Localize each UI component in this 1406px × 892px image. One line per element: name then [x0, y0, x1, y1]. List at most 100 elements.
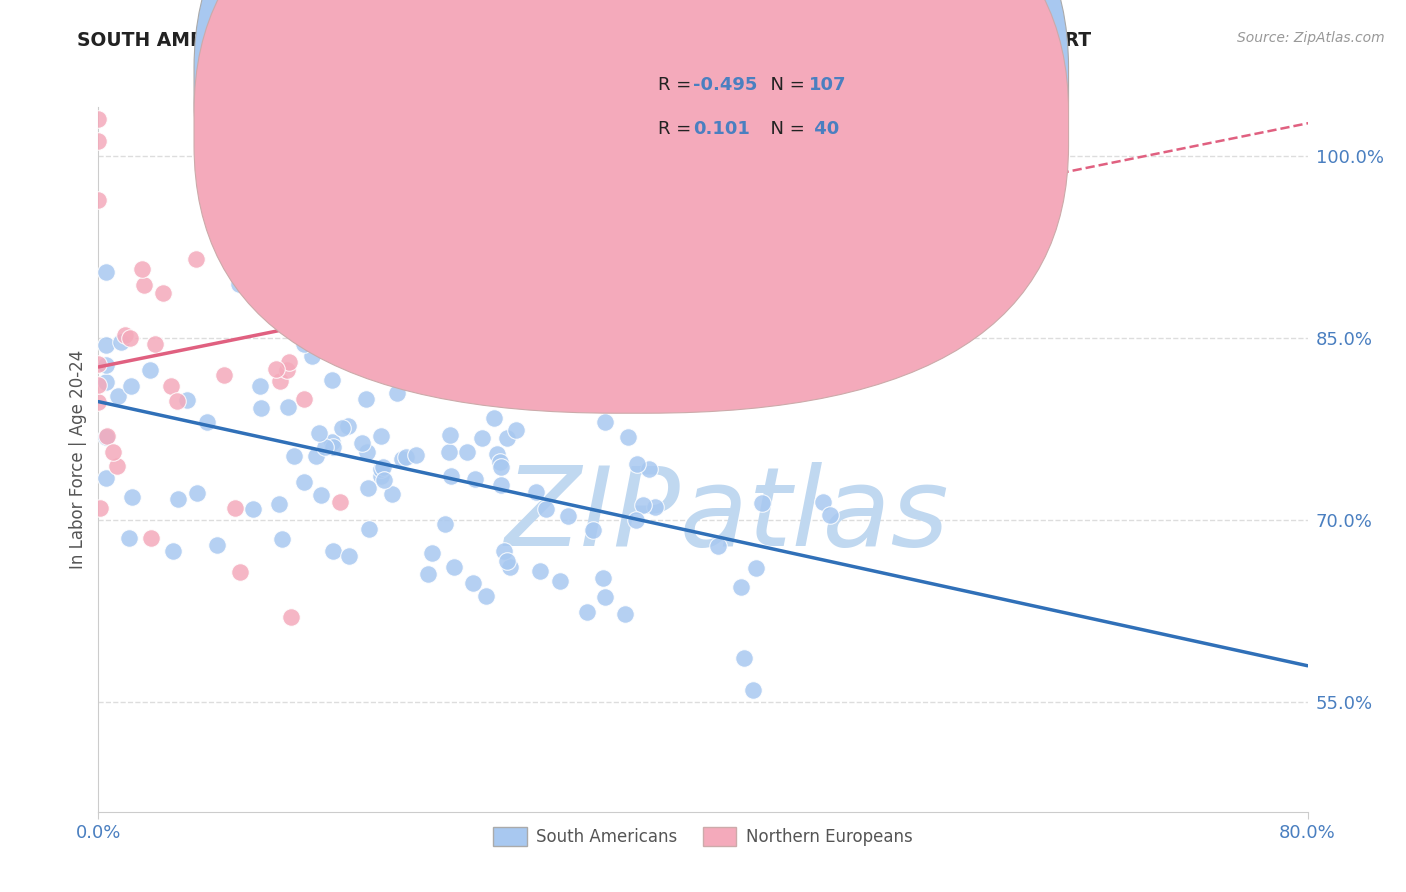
Point — [266, 361, 288, 376]
Text: 40: 40 — [808, 120, 839, 137]
Point — [143, 337, 166, 351]
Point — [311, 488, 333, 502]
Point — [818, 508, 841, 522]
Text: -0.495: -0.495 — [693, 76, 758, 94]
Point — [356, 445, 378, 459]
Point — [232, 156, 254, 170]
Legend: South Americans, Northern Europeans: South Americans, Northern Europeans — [486, 820, 920, 853]
Point — [212, 368, 235, 382]
Point — [576, 605, 599, 619]
Text: R =: R = — [658, 120, 697, 137]
Point — [271, 532, 294, 546]
Point — [277, 400, 299, 414]
Text: SOUTH AMERICAN VS NORTHERN EUROPEAN IN LABOR FORCE | AGE 20-24 CORRELATION CHART: SOUTH AMERICAN VS NORTHERN EUROPEAN IN L… — [77, 31, 1091, 51]
Point — [624, 513, 647, 527]
Point — [224, 500, 246, 515]
Point — [339, 549, 361, 563]
Point — [228, 566, 250, 580]
Point — [89, 501, 111, 516]
Point — [205, 538, 228, 552]
Point — [276, 310, 298, 324]
Point — [626, 457, 648, 471]
Text: R =: R = — [658, 76, 697, 94]
Point — [359, 522, 381, 536]
Point — [471, 431, 494, 445]
Point — [107, 389, 129, 403]
Point — [176, 393, 198, 408]
Text: N =: N = — [759, 76, 811, 94]
Point — [534, 502, 557, 516]
Point — [593, 415, 616, 429]
Point — [94, 430, 117, 444]
Point — [496, 384, 519, 399]
Point — [336, 418, 359, 433]
Point — [582, 523, 605, 537]
Point — [302, 208, 325, 222]
Point — [330, 421, 353, 435]
Point — [118, 531, 141, 545]
Point — [350, 436, 373, 450]
Point — [292, 475, 315, 490]
Point — [166, 491, 188, 506]
Point — [139, 531, 162, 545]
Point — [217, 163, 239, 178]
Text: 0.101: 0.101 — [693, 120, 749, 137]
Point — [228, 277, 250, 291]
Point — [87, 135, 110, 149]
Point — [638, 462, 661, 476]
Point — [305, 449, 328, 463]
Point — [242, 502, 264, 516]
Point — [94, 358, 117, 372]
Text: N =: N = — [759, 120, 811, 137]
Point — [131, 261, 153, 276]
Point — [373, 459, 395, 474]
Point — [730, 580, 752, 594]
Point — [87, 377, 110, 392]
Text: Source: ZipAtlas.com: Source: ZipAtlas.com — [1237, 31, 1385, 45]
Point — [456, 445, 478, 459]
Point — [370, 462, 392, 476]
Point — [475, 590, 498, 604]
Point — [159, 378, 181, 392]
Point — [120, 379, 142, 393]
Point — [633, 499, 655, 513]
Point — [592, 571, 614, 585]
Point — [278, 355, 301, 369]
Point — [496, 431, 519, 445]
Point — [110, 334, 132, 349]
Point — [557, 509, 579, 524]
Point — [434, 516, 457, 531]
Point — [105, 459, 128, 474]
Point — [644, 500, 666, 514]
Point — [486, 446, 509, 460]
Point — [292, 392, 315, 406]
Point — [94, 471, 117, 485]
Point — [742, 682, 765, 697]
Point — [294, 249, 316, 263]
Point — [751, 496, 773, 510]
Point — [391, 340, 413, 354]
Point — [94, 264, 117, 278]
Point — [134, 277, 156, 292]
Point — [186, 485, 208, 500]
Point — [347, 178, 370, 192]
Point — [292, 336, 315, 351]
Point — [139, 363, 162, 377]
Point — [550, 574, 572, 589]
Point — [94, 337, 117, 351]
Point — [162, 544, 184, 558]
Point — [529, 564, 551, 578]
Point — [321, 434, 343, 449]
Point — [87, 357, 110, 371]
Point — [356, 481, 378, 495]
Point — [489, 477, 512, 491]
Point — [283, 449, 305, 463]
Y-axis label: In Labor Force | Age 20-24: In Labor Force | Age 20-24 — [69, 350, 87, 569]
Point — [412, 274, 434, 288]
Text: ZIPatlas: ZIPatlas — [505, 462, 949, 569]
Point — [87, 112, 110, 127]
Point — [505, 423, 527, 437]
Point — [707, 540, 730, 554]
Point — [499, 560, 522, 574]
Point — [385, 386, 408, 401]
